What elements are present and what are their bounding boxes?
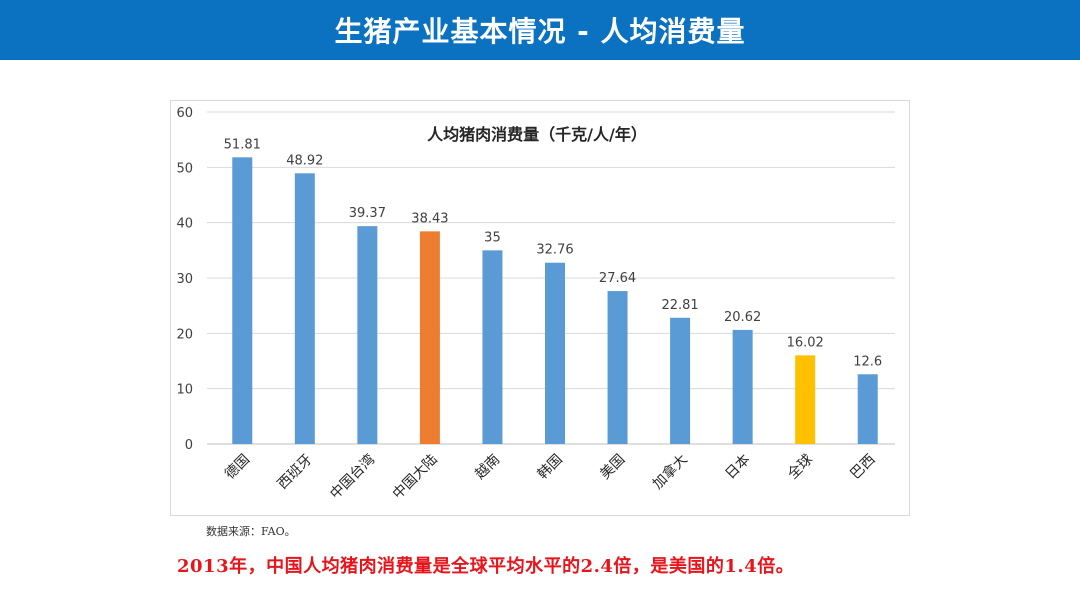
- y-tick-label: 20: [176, 327, 193, 342]
- bar: [795, 355, 816, 444]
- chart-frame: 0 10 20 30 40 50 60 人均猪肉消费量（千克/人/年） 51.81 德国 48.92…: [170, 100, 910, 516]
- x-tick-label: 中国台湾: [327, 451, 379, 503]
- bar: [357, 226, 378, 444]
- data-label: 32.76: [536, 243, 573, 258]
- data-label: 27.64: [599, 271, 636, 286]
- x-tick-label: 西班牙: [275, 452, 316, 493]
- data-label: 22.81: [661, 298, 698, 313]
- y-tick-label: 0: [185, 438, 193, 453]
- data-label: 48.92: [286, 153, 323, 168]
- x-tick-label: 德国: [222, 452, 253, 483]
- data-label: 35: [484, 230, 501, 245]
- x-tick-label: 巴西: [847, 452, 878, 483]
- bar: [545, 262, 565, 444]
- y-tick-label: 30: [176, 272, 193, 287]
- bar: [419, 231, 440, 444]
- x-tick-label: 日本: [722, 452, 753, 483]
- x-tick-label: 全球: [784, 451, 816, 483]
- x-tick-label: 中国大陆: [390, 452, 441, 503]
- data-source-note: 数据来源：FAO。: [206, 525, 296, 538]
- data-label: 51.81: [224, 137, 261, 152]
- y-tick-label: 50: [176, 161, 193, 176]
- bar: [670, 317, 691, 444]
- bar: [482, 250, 503, 444]
- page-title: 生猪产业基本情况 - 人均消费量: [334, 15, 746, 48]
- x-tick-label: 韩国: [535, 452, 566, 483]
- bar: [732, 329, 753, 444]
- bar: [232, 157, 253, 444]
- bar: [857, 374, 878, 444]
- page-header: 生猪产业基本情况 - 人均消费量: [0, 0, 1080, 60]
- data-label: 39.37: [349, 206, 386, 221]
- y-tick-label: 60: [176, 106, 193, 121]
- data-label: 20.62: [724, 310, 761, 325]
- data-label: 12.6: [853, 354, 882, 369]
- chart-title: 人均猪肉消费量（千克/人/年）: [427, 125, 647, 144]
- x-tick-label: 美国: [597, 452, 628, 483]
- data-label: 16.02: [787, 335, 824, 350]
- y-tick-label: 40: [176, 217, 193, 232]
- bar-chart: 0 10 20 30 40 50 60 人均猪肉消费量（千克/人/年） 51.81 德国 48.92…: [176, 106, 895, 503]
- bar: [607, 291, 628, 444]
- data-label: 38.43: [411, 211, 448, 226]
- y-tick-label: 10: [176, 383, 193, 398]
- x-tick-label: 越南: [472, 452, 503, 483]
- bar: [294, 173, 315, 444]
- x-tick-label: 加拿大: [649, 451, 691, 493]
- conclusion-text: 2013年，中国人均猪肉消费量是全球平均水平的2.4倍，是美国的1.4倍。: [177, 556, 795, 577]
